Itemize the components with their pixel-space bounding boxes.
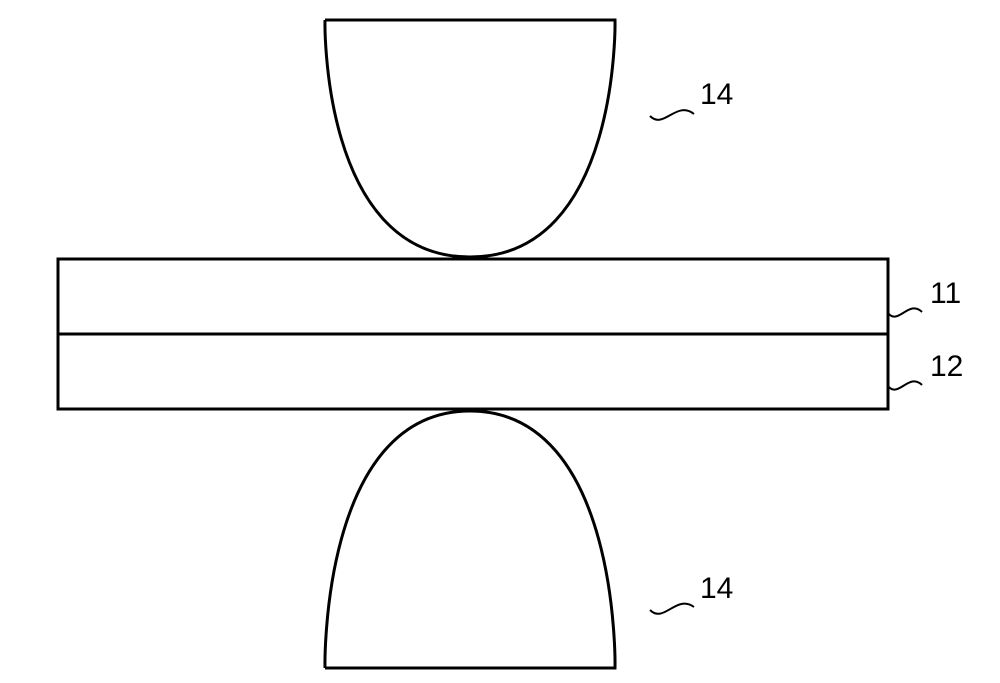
leader-14-bottom [650, 604, 694, 614]
leader-11 [888, 308, 922, 316]
leader-14-top [650, 110, 694, 120]
plate-top [58, 259, 888, 334]
electrode-top [325, 20, 615, 257]
diagram-root: 14 11 12 14 [58, 20, 963, 668]
electrode-bottom [325, 411, 615, 668]
label-11: 11 [930, 277, 961, 310]
label-14-bottom: 14 [700, 572, 733, 605]
leader-12 [888, 381, 922, 389]
label-12: 12 [930, 350, 963, 383]
label-14-top: 14 [700, 78, 733, 111]
plate-bottom [58, 334, 888, 409]
